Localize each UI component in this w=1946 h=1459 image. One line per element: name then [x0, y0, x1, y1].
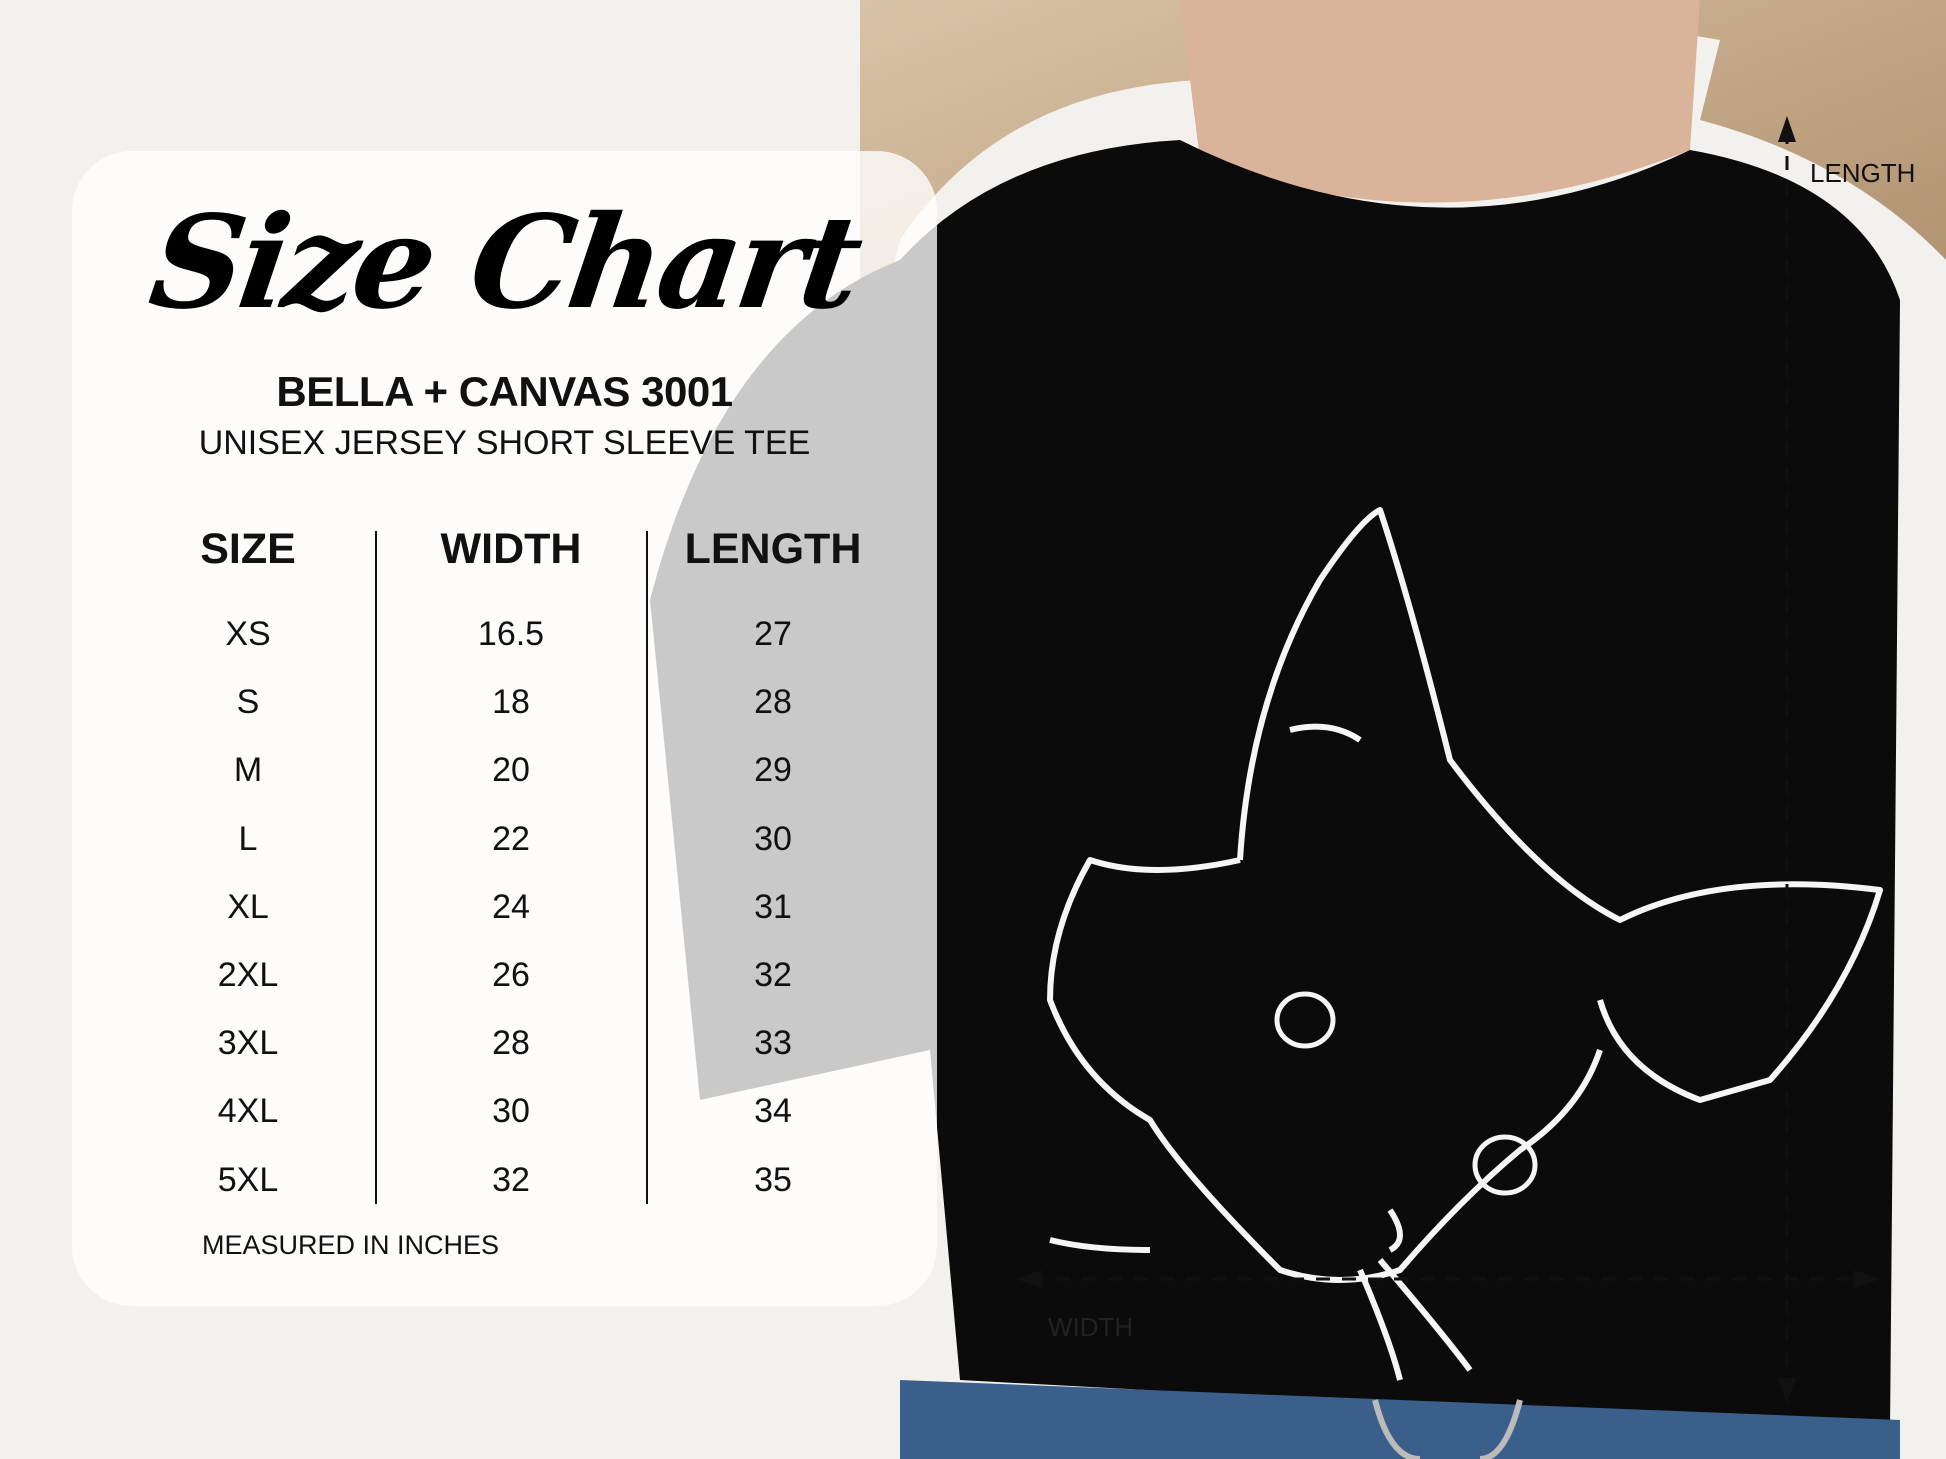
length-cell: 35	[754, 1160, 792, 1199]
size-cell: XL	[227, 887, 269, 926]
size-cell: S	[236, 683, 260, 722]
brand-model: BELLA + CANVAS 3001	[276, 368, 733, 415]
t-shirt	[650, 140, 1900, 1430]
column-divider	[646, 531, 648, 1204]
length-cell: 34	[754, 1092, 792, 1131]
width-cell: 32	[492, 1160, 530, 1199]
width-cell: 24	[492, 887, 530, 926]
length-cell: 31	[754, 887, 792, 926]
width-measure-label: WIDTH	[1048, 1312, 1134, 1342]
length-arrow-up-icon	[1778, 116, 1796, 142]
header-size: SIZE	[200, 525, 296, 573]
length-cell: 29	[754, 751, 792, 790]
width-cell: 18	[492, 683, 530, 722]
size-chart-card	[72, 151, 937, 1306]
size-cell: 5XL	[217, 1160, 279, 1199]
product-description: UNISEX JERSEY SHORT SLEEVE TEE	[198, 424, 811, 462]
size-chart-title: Size Chart	[141, 188, 868, 338]
width-cell: 20	[492, 751, 530, 790]
length-measure-label: LENGTH	[1810, 158, 1916, 188]
neck-skin	[1180, 0, 1700, 203]
jeans	[900, 1380, 1900, 1459]
size-cell: XS	[225, 615, 271, 653]
size-cell: 4XL	[217, 1092, 279, 1131]
header-length: LENGTH	[684, 525, 862, 573]
measurement-note: MEASURED IN INCHES	[202, 1230, 500, 1260]
length-cell: 28	[754, 683, 792, 722]
width-cell: 16.5	[477, 615, 545, 653]
hair	[860, 0, 1946, 400]
size-cell: M	[233, 751, 263, 790]
length-arrow-down-icon	[1778, 1378, 1796, 1404]
chihuahua-print-illustration	[1047, 507, 1883, 1381]
length-cell: 27	[754, 615, 792, 653]
width-cell: 30	[492, 1092, 530, 1131]
size-cell: L	[238, 819, 258, 858]
width-cell: 28	[492, 1024, 530, 1063]
belt-ring	[1372, 1399, 1523, 1459]
length-cell: 32	[754, 956, 792, 994]
width-cell: 22	[492, 819, 530, 858]
width-cell: 26	[492, 956, 530, 994]
width-arrow-left-icon	[1016, 1270, 1042, 1288]
width-arrow-right-icon	[1854, 1270, 1880, 1288]
length-cell: 33	[754, 1024, 792, 1063]
column-divider	[375, 531, 377, 1204]
size-cell: 2XL	[217, 956, 279, 994]
length-cell: 30	[754, 819, 792, 858]
header-width: WIDTH	[440, 525, 582, 573]
size-cell: 3XL	[217, 1024, 279, 1063]
